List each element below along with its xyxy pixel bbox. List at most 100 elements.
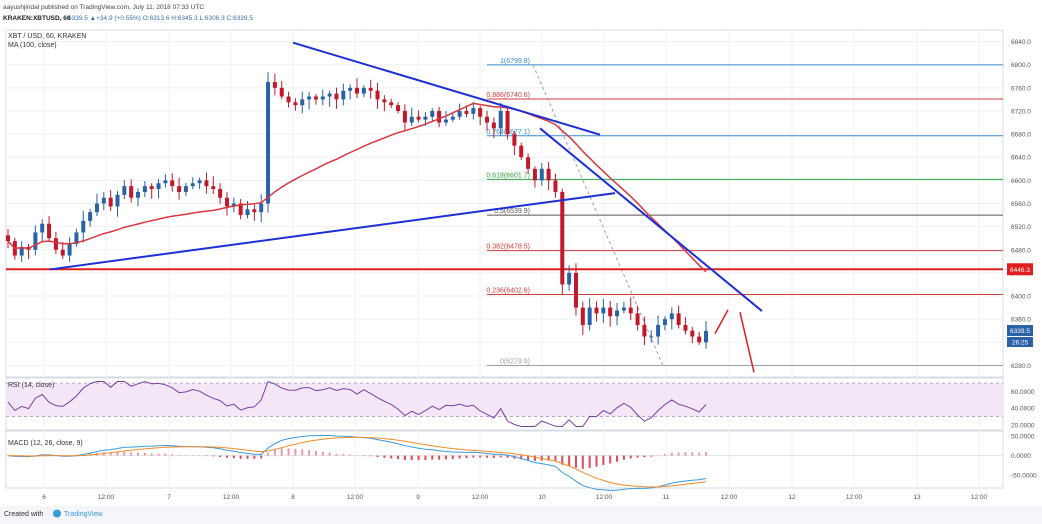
horizontal-level-label: 6446.3 <box>1010 267 1030 274</box>
candle-up <box>498 110 503 129</box>
candle-down <box>293 102 298 106</box>
macd-histogram-bar <box>143 452 146 456</box>
y-tick-label: 6280.0 <box>1011 363 1031 370</box>
candle-down <box>218 189 223 198</box>
macd-histogram-bar <box>547 455 550 461</box>
y-tick-label: 6400.0 <box>1011 294 1031 301</box>
y-tick-label: 6680.0 <box>1011 132 1031 139</box>
candle-up <box>266 82 271 204</box>
candle-down <box>608 307 613 317</box>
macd-y-tick: -50.0000 <box>1011 473 1037 480</box>
fib-connector <box>532 64 664 366</box>
last-price-label: 6339.5 <box>1010 328 1030 335</box>
candle-up <box>341 90 346 100</box>
macd-histogram-bar <box>410 455 413 461</box>
candle-up <box>259 203 264 213</box>
macd-histogram-bar <box>527 455 530 461</box>
rsi-y-tick: 60.0000 <box>1011 389 1035 396</box>
candle-up <box>94 203 99 213</box>
candle-up <box>122 186 127 195</box>
y-tick-label: 6720.0 <box>1011 108 1031 115</box>
y-tick-label: 6800.0 <box>1011 62 1031 69</box>
macd-histogram-bar <box>164 453 167 456</box>
candle-down <box>355 87 359 94</box>
macd-histogram-bar <box>157 453 160 456</box>
candle-down <box>334 93 339 100</box>
candle-down <box>53 238 58 250</box>
macd-histogram-bar <box>150 453 153 456</box>
candle-down <box>60 249 65 256</box>
candle-down <box>396 105 401 111</box>
macd-histogram-bar <box>424 455 427 461</box>
candle-up <box>567 272 572 285</box>
macd-histogram-bar <box>376 455 379 458</box>
macd-histogram-bar <box>335 453 338 456</box>
rsi-legend: RSI (14, close) <box>8 382 54 389</box>
macd-legend: MACD (12, 26, close, 9) <box>8 440 83 447</box>
macd-histogram-bar <box>506 455 509 458</box>
candle-down <box>553 180 558 192</box>
candle-down <box>519 145 524 158</box>
symbol-line: KRAKEN:XBTUSD, 60 <box>3 15 71 22</box>
publisher-line: aayushjindal published on TradingView.co… <box>3 4 204 11</box>
macd-histogram-bar <box>444 455 447 460</box>
macd-histogram-bar <box>362 455 365 457</box>
macd-histogram-bar <box>554 455 557 461</box>
macd-histogram-bar <box>472 455 475 458</box>
candle-down <box>416 116 421 120</box>
tradingview-logo-icon <box>53 509 61 518</box>
candle-down <box>491 122 496 129</box>
x-tick-label: 10 <box>538 494 546 501</box>
macd-histogram <box>7 448 707 469</box>
x-tick-label: 11 <box>663 494 670 501</box>
macd-histogram-bar <box>595 455 598 467</box>
candle-up <box>231 203 236 207</box>
macd-histogram-bar <box>479 455 482 458</box>
macd-histogram-bar <box>301 449 304 456</box>
x-tick-label: 12:00 <box>223 494 240 501</box>
x-tick-label: 12:00 <box>596 494 613 501</box>
macd-histogram-bar <box>356 455 358 456</box>
macd-histogram-bar <box>622 455 625 460</box>
macd-histogram-bar <box>520 455 523 460</box>
top-bar <box>0 0 1042 16</box>
candle-up <box>74 232 79 244</box>
macd-histogram-bar <box>280 448 283 456</box>
macd-histogram-bar <box>397 455 400 460</box>
macd-histogram-bar <box>609 455 612 464</box>
x-tick-label: 7 <box>167 494 171 501</box>
footer-brand: TradingView <box>64 511 103 518</box>
ohlc-values: 6339.5 ▲+34.9 (+0.55%) O:6313.6 H:6345.3… <box>68 15 253 22</box>
rsi-y-tick: 40.0000 <box>1011 406 1035 413</box>
moving-average-line <box>7 102 707 273</box>
candle-down <box>505 110 510 135</box>
candle-up <box>156 183 161 190</box>
candle-down <box>676 313 681 325</box>
candle-up <box>190 183 195 187</box>
candle-up <box>409 116 414 123</box>
candle-up <box>40 223 45 233</box>
fib-level-label: 0.886(6740.6) <box>486 92 530 99</box>
y-tick-label: 6480.0 <box>1011 247 1031 254</box>
candle-up <box>656 324 661 337</box>
macd-panel <box>5 430 1004 489</box>
projection-down-stroke <box>739 312 755 373</box>
candle-down <box>177 186 182 192</box>
candle-down <box>628 307 633 314</box>
candle-down <box>129 186 134 198</box>
rsi-band <box>6 383 1003 417</box>
macd-histogram-bar <box>465 455 468 459</box>
candle-up <box>142 186 147 192</box>
macd-histogram-bar <box>294 448 297 456</box>
macd-histogram-bar <box>123 451 126 456</box>
candle-down <box>252 209 257 213</box>
macd-histogram-bar <box>349 454 352 456</box>
macd-histogram-bar <box>588 455 591 468</box>
macd-histogram-bar <box>109 452 112 456</box>
candle-down <box>478 108 483 117</box>
candle-down <box>690 330 695 337</box>
macd-histogram-bar <box>205 455 208 457</box>
macd-histogram-bar <box>533 455 536 461</box>
macd-histogram-bar <box>698 452 701 456</box>
